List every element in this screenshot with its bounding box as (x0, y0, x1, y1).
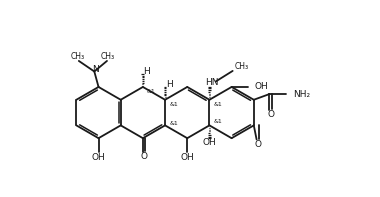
Text: &1: &1 (169, 122, 178, 126)
Text: &1: &1 (214, 102, 222, 107)
Text: OH: OH (180, 153, 194, 162)
Text: O: O (141, 152, 148, 161)
Text: &1: &1 (169, 102, 178, 107)
Text: OH: OH (255, 83, 269, 91)
Text: HN: HN (205, 78, 218, 87)
Text: &1: &1 (214, 119, 222, 124)
Text: O: O (255, 140, 261, 149)
Text: N: N (92, 65, 98, 74)
Text: CH₃: CH₃ (101, 51, 115, 60)
Text: O: O (267, 111, 274, 119)
Text: NH₂: NH₂ (293, 90, 310, 99)
Text: CH₃: CH₃ (71, 51, 85, 60)
Text: OH: OH (203, 138, 216, 148)
Text: H: H (166, 80, 173, 89)
Text: H: H (144, 67, 150, 76)
Text: &1: &1 (147, 89, 156, 94)
Text: CH₃: CH₃ (235, 62, 249, 71)
Text: OH: OH (92, 153, 105, 162)
